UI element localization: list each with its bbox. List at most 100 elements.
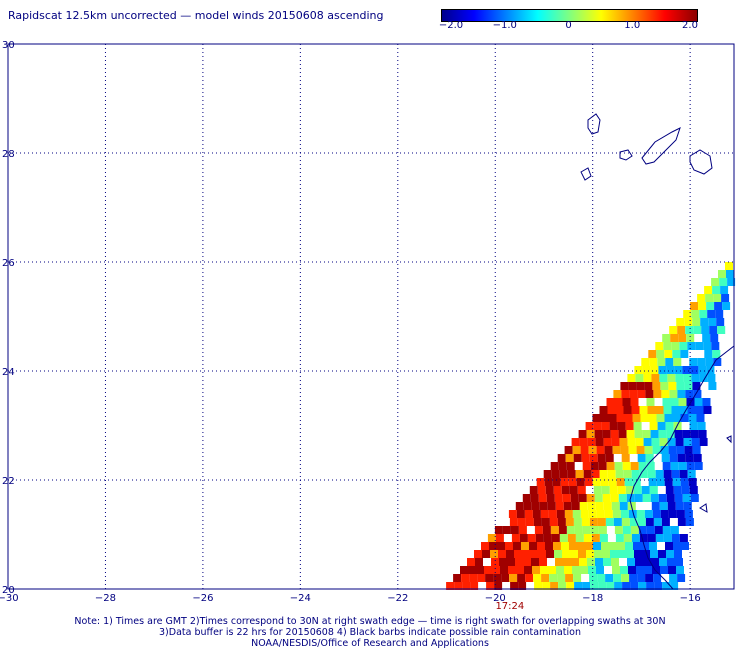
wind-cell: [680, 350, 689, 358]
wind-cell: [538, 550, 546, 558]
wind-cell: [529, 542, 537, 550]
wind-cell: [517, 574, 526, 582]
wind-cell: [642, 430, 651, 438]
wind-cell: [550, 582, 559, 590]
wind-cell: [595, 502, 604, 510]
wind-cell: [609, 422, 618, 430]
wind-cell: [532, 566, 540, 574]
wind-cell: [702, 334, 711, 342]
wind-cell: [583, 470, 592, 478]
wind-cell: [685, 518, 694, 526]
wind-cell: [460, 566, 468, 574]
wind-cell: [634, 550, 642, 558]
wind-cell: [515, 502, 524, 510]
wind-cell: [623, 470, 632, 478]
wind-cell: [583, 534, 592, 542]
wind-cell: [675, 502, 684, 510]
wind-cell: [580, 566, 588, 574]
wind-cell: [622, 398, 631, 406]
wind-cell: [620, 566, 628, 574]
wind-cell: [481, 542, 489, 550]
wind-cell: [625, 542, 633, 550]
wind-cell: [656, 478, 665, 486]
wind-cell: [684, 446, 693, 454]
wind-cell: [578, 430, 587, 438]
wind-cell: [671, 470, 680, 478]
wind-cell: [548, 566, 556, 574]
wind-cell: [672, 478, 681, 486]
wind-cell: [523, 502, 532, 510]
wind-cell: [609, 486, 618, 494]
wind-cell: [540, 510, 549, 518]
wind-cell: [453, 574, 462, 582]
wind-cell: [646, 398, 655, 406]
wind-cell: [680, 478, 689, 486]
wind-cell: [636, 510, 645, 518]
wind-cell: [714, 302, 723, 310]
wind-cell: [669, 326, 678, 334]
wind-cell: [546, 550, 554, 558]
wind-cell: [494, 582, 503, 590]
wind-cell: [655, 342, 664, 350]
wind-cell: [492, 566, 500, 574]
wind-cell: [653, 574, 662, 582]
wind-cell: [614, 398, 623, 406]
wind-cell: [630, 462, 639, 470]
wind-cell: [629, 390, 638, 398]
wind-cell: [681, 486, 690, 494]
wind-cell: [607, 406, 616, 414]
wind-cell: [566, 526, 575, 534]
wind-cell: [610, 430, 619, 438]
wind-cell: [595, 558, 603, 566]
wind-cell: [662, 582, 671, 590]
wind-cell: [639, 406, 648, 414]
wind-cell: [707, 310, 716, 318]
wind-cell: [507, 558, 515, 566]
wind-cell: [563, 558, 571, 566]
wind-cell: [549, 518, 558, 526]
note-line-2: 3)Data buffer is 22 hrs for 20150608 4) …: [159, 627, 581, 638]
wind-cell: [663, 534, 672, 542]
wind-cell: [712, 350, 721, 358]
wind-cell: [659, 558, 667, 566]
wind-cell: [561, 486, 570, 494]
wind-cell: [587, 558, 595, 566]
wind-cell: [683, 502, 692, 510]
wind-cell: [644, 566, 652, 574]
wind-cell: [662, 462, 671, 470]
wind-cell: [566, 582, 575, 590]
wind-cell: [588, 566, 596, 574]
wind-cell: [676, 566, 684, 574]
wind-cell: [519, 534, 528, 542]
wind-cell: [509, 518, 518, 526]
wind-cell: [667, 502, 676, 510]
wind-cell: [535, 534, 544, 542]
wind-cell: [658, 494, 667, 502]
wind-cell: [698, 302, 707, 310]
wind-cell: [711, 342, 720, 350]
wind-cell: [713, 294, 722, 302]
wind-cell: [604, 510, 613, 518]
wind-cell: [497, 542, 505, 550]
wind-cell: [658, 430, 667, 438]
wind-cell: [518, 526, 527, 534]
wind-cell: [649, 358, 658, 366]
wind-cell: [548, 510, 557, 518]
wind-cell: [553, 486, 562, 494]
wind-cell: [559, 470, 568, 478]
wind-cell: [585, 542, 593, 550]
wind-cell: [646, 582, 655, 590]
wind-cell: [690, 302, 699, 310]
wind-cell: [689, 358, 698, 366]
wind-cell: [516, 566, 524, 574]
wind-cell: [675, 558, 683, 566]
colorbar-tick-label: 1.0: [624, 20, 641, 31]
wind-cell: [668, 446, 677, 454]
wind-cell: [533, 518, 542, 526]
wind-cell: [510, 526, 519, 534]
lon-tick-label: −16: [680, 593, 701, 604]
island-la-palma: [587, 113, 601, 135]
wind-cell: [602, 550, 610, 558]
wind-cell: [698, 430, 707, 438]
wind-cell: [689, 486, 698, 494]
